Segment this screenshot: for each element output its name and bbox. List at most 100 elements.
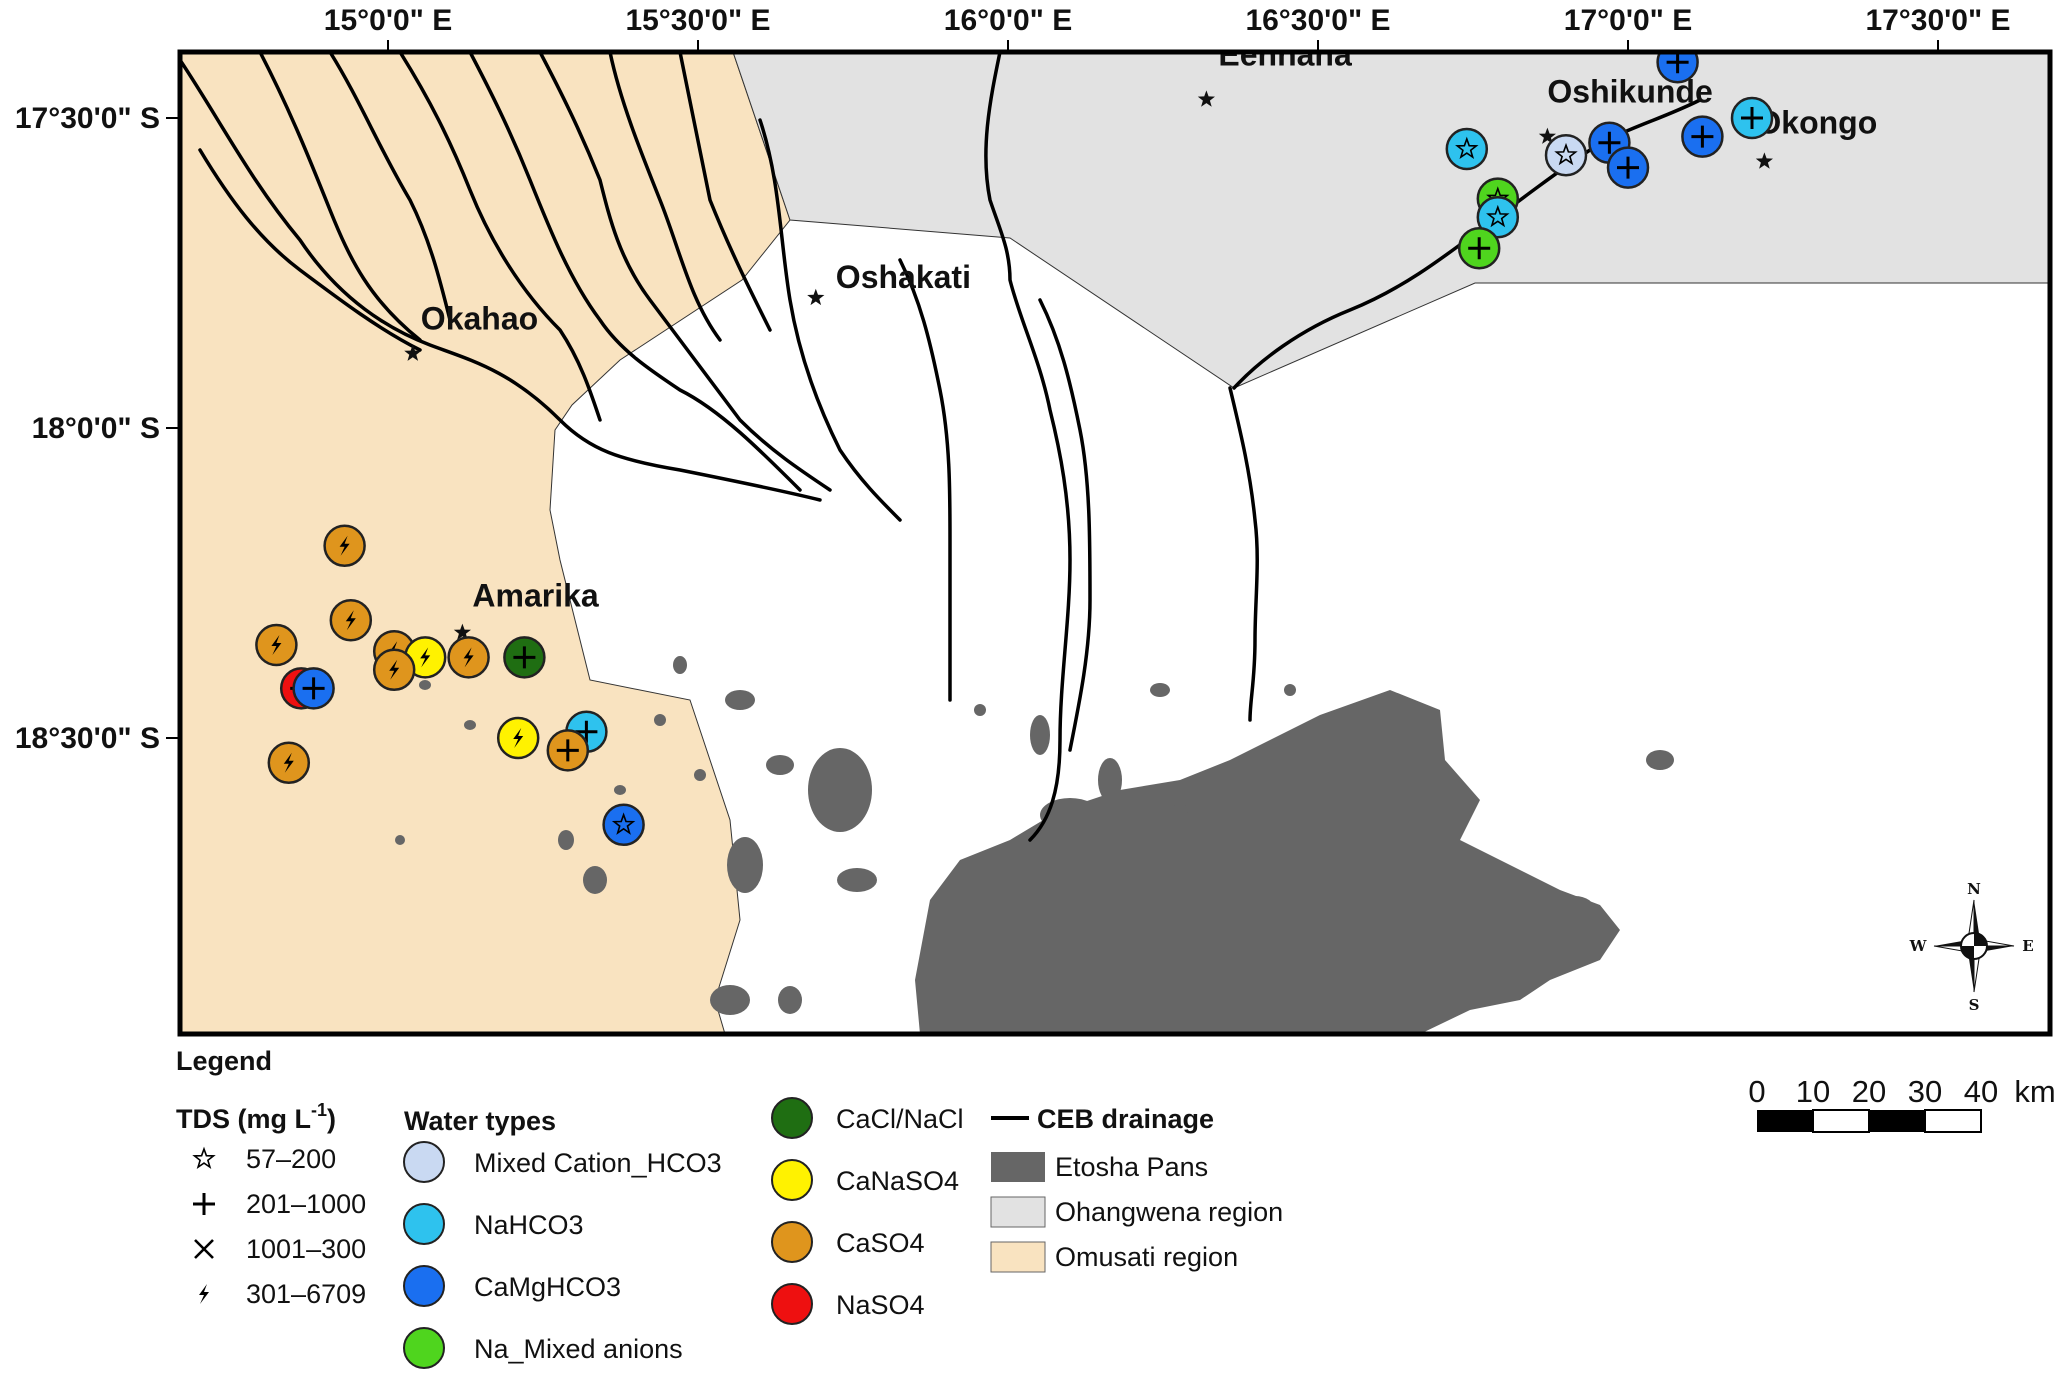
water-type-label: NaSO4 bbox=[836, 1290, 925, 1320]
water-type-swatch bbox=[771, 1097, 813, 1139]
map-area: EenhanaOshikundeOkongoOshakatiOkahaoAmar… bbox=[180, 36, 2050, 1034]
water-types-col2: CaCl/NaCl CaNaSO4 CaSO4 NaSO4 bbox=[771, 1097, 964, 1325]
water-type-caso4: CaSO4 bbox=[771, 1221, 925, 1263]
sample-circle bbox=[602, 803, 645, 847]
tds-legend-item: 57–200 bbox=[193, 1144, 336, 1174]
water-type-label: NaHCO3 bbox=[474, 1210, 584, 1240]
town-star-icon bbox=[404, 344, 422, 361]
compass-e-label: E bbox=[2022, 937, 2033, 955]
water-type-label: CaSO4 bbox=[836, 1228, 925, 1258]
y-tick-label: 17°30'0" S bbox=[15, 102, 160, 135]
sample-point bbox=[323, 524, 366, 568]
scale-segment-3 bbox=[1869, 1110, 1925, 1132]
place-label: Amarika bbox=[472, 578, 599, 614]
x-tick-label: 16°0'0" E bbox=[944, 4, 1072, 37]
y-tick-label: 18°30'0" S bbox=[15, 722, 160, 755]
sample-circle bbox=[1544, 133, 1588, 177]
sample-point bbox=[1606, 146, 1650, 189]
water-type-camghco3: CaMgHCO3 bbox=[403, 1265, 621, 1307]
x-tick-label: 15°30'0" E bbox=[625, 4, 770, 37]
water-type-label: Na_Mixed anions bbox=[474, 1334, 683, 1364]
town-star-icon bbox=[1197, 90, 1215, 107]
place-oshakati: Oshakati bbox=[807, 259, 971, 306]
tds-legend-label: 57–200 bbox=[246, 1144, 336, 1174]
tds-legend-title: TDS (mg L-1) bbox=[176, 1100, 336, 1134]
town-star-icon bbox=[807, 288, 825, 306]
compass-rose: N S E W bbox=[1909, 880, 2034, 1014]
place-okahao: Okahao bbox=[404, 301, 538, 361]
sample-circle bbox=[1476, 195, 1520, 239]
water-type-swatch bbox=[403, 1327, 445, 1369]
drainage-network bbox=[180, 52, 1702, 842]
compass-n-label: N bbox=[1967, 880, 1981, 898]
scale-label: 30 bbox=[1908, 1074, 1942, 1109]
scale-segment-2 bbox=[1812, 1109, 1870, 1133]
sample-point bbox=[1457, 226, 1501, 270]
tds-legend-item: 1001–300 bbox=[193, 1234, 366, 1264]
water-types-title: Water types bbox=[404, 1106, 556, 1136]
sample-point bbox=[1476, 195, 1520, 239]
sample-point bbox=[329, 598, 373, 642]
scale-label: km bbox=[2014, 1074, 2055, 1109]
water-type-cacl-nacl: CaCl/NaCl bbox=[771, 1097, 964, 1139]
tds-cross-icon bbox=[193, 1238, 215, 1260]
sample-circle bbox=[1445, 127, 1489, 171]
town-star-icon bbox=[1755, 152, 1773, 169]
x-tick-label: 15°0'0" E bbox=[324, 4, 452, 37]
sample-point bbox=[372, 648, 416, 692]
water-type-nahco3: NaHCO3 bbox=[403, 1203, 584, 1245]
scale-segment-1 bbox=[1757, 1110, 1813, 1132]
tds-legend-label: 1001–300 bbox=[246, 1234, 366, 1264]
sample-point bbox=[255, 623, 298, 667]
legend-title: Legend bbox=[176, 1046, 272, 1076]
town-star-icon bbox=[453, 623, 471, 640]
town-star-icon bbox=[1538, 127, 1556, 144]
scale-bar: 0 10 20 30 40 km bbox=[1748, 1074, 2056, 1133]
scale-label: 40 bbox=[1964, 1074, 1998, 1109]
scale-segment-4 bbox=[1924, 1109, 1982, 1133]
sample-point bbox=[447, 636, 490, 679]
place-label: Okahao bbox=[421, 301, 538, 337]
water-type-mixed-cation-hco3: Mixed Cation_HCO3 bbox=[403, 1141, 722, 1183]
scale-label: 20 bbox=[1852, 1074, 1886, 1109]
water-type-swatch bbox=[403, 1203, 445, 1245]
tds-star-icon bbox=[193, 1148, 215, 1168]
compass-w-label: W bbox=[1909, 937, 1928, 955]
tds-bolt-icon bbox=[199, 1284, 209, 1304]
water-type-swatch bbox=[403, 1265, 445, 1307]
drainage-label: CEB drainage bbox=[1037, 1104, 1214, 1134]
tds-plus-icon bbox=[191, 1191, 217, 1217]
place-label: Eenhana bbox=[1218, 36, 1352, 72]
x-tick-label: 17°30'0" E bbox=[1865, 4, 2010, 37]
y-tick-label: 18°0'0" S bbox=[32, 412, 160, 445]
water-type-swatch bbox=[771, 1159, 813, 1201]
water-type-swatch bbox=[771, 1283, 813, 1325]
pans-swatch bbox=[991, 1152, 1045, 1182]
place-markers: EenhanaOshikundeOkongoOshakatiOkahaoAmar… bbox=[404, 36, 1877, 640]
water-type-swatch bbox=[403, 1141, 445, 1183]
scale-label: 0 bbox=[1748, 1074, 1765, 1109]
water-types-col1: Mixed Cation_HCO3 NaHCO3 CaMgHCO3 Na_Mixed … bbox=[403, 1141, 722, 1369]
x-tick-label: 17°0'0" E bbox=[1564, 4, 1692, 37]
scale-label: 10 bbox=[1796, 1074, 1830, 1109]
etosha-pans bbox=[395, 656, 1674, 1034]
sample-point bbox=[1681, 115, 1724, 158]
graticule-labels: 15°0'0" E 15°30'0" E 16°0'0" E 16°30'0" E 17… bbox=[15, 4, 2011, 755]
sample-point bbox=[503, 636, 546, 679]
sample-point bbox=[496, 716, 540, 760]
tds-legend-label: 201–1000 bbox=[246, 1189, 366, 1219]
tds-legend-items: 57–200 201–1000 1001–300 301–6709 bbox=[191, 1144, 366, 1309]
omusati-label: Omusati region bbox=[1055, 1242, 1238, 1272]
compass-s-label: S bbox=[1969, 996, 1980, 1014]
sample-point bbox=[602, 803, 645, 847]
omusati-swatch bbox=[990, 1241, 1046, 1273]
map-frame bbox=[177, 49, 2053, 1037]
sample-points bbox=[255, 52, 1774, 847]
place-amarika: Amarika bbox=[453, 578, 599, 640]
water-type-label: CaCl/NaCl bbox=[836, 1104, 964, 1134]
place-eenhana: Eenhana bbox=[1197, 36, 1352, 107]
sample-point bbox=[267, 741, 311, 785]
sample-point bbox=[1656, 52, 1699, 84]
sample-point bbox=[292, 667, 335, 710]
